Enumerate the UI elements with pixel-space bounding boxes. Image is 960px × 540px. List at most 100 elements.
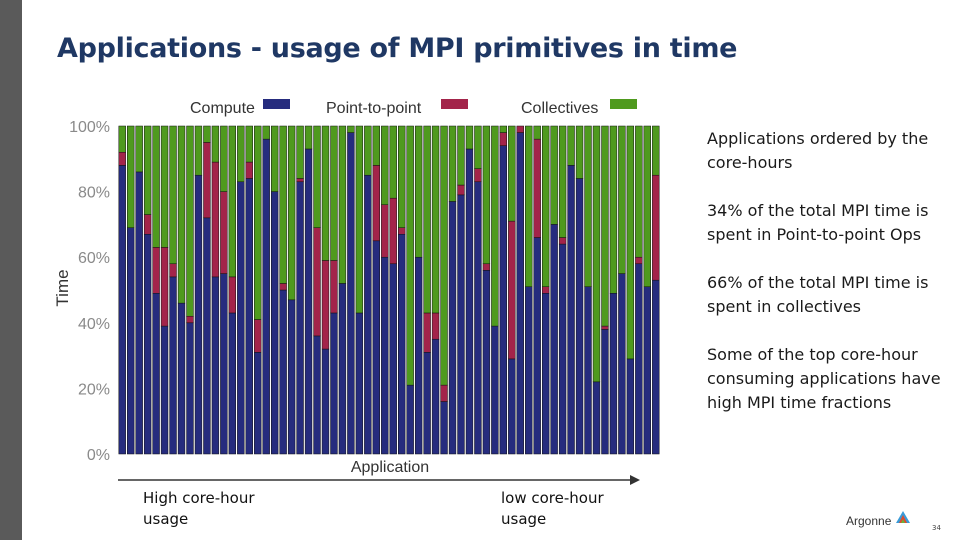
bar-segment-collectives <box>322 126 329 260</box>
y-axis: 0% 20% 40% 60% 80% 100% <box>69 119 110 464</box>
bar-segment-collectives <box>314 126 321 228</box>
bar-segment-compute <box>136 172 143 454</box>
bar-segment-collectives <box>525 126 532 287</box>
bar-segment-compute <box>220 274 227 454</box>
bar-segment-point-to-point <box>314 228 321 336</box>
bar-segment-compute <box>627 359 634 454</box>
bar-segment-compute <box>568 165 575 454</box>
bar-segment-compute <box>449 201 456 454</box>
bar-segment-collectives <box>195 126 202 175</box>
bar-segment-compute <box>127 228 134 454</box>
y-tick-label: 40% <box>78 316 110 333</box>
bar-segment-collectives <box>203 126 210 142</box>
bar-segment-compute <box>297 182 304 454</box>
argonne-triangle-logo-icon <box>896 511 910 523</box>
bar-segment-compute <box>153 293 160 454</box>
bar-segment-compute <box>229 313 236 454</box>
bar-segment-compute <box>635 264 642 454</box>
y-tick-label: 0% <box>87 447 110 464</box>
bar-segment-collectives <box>339 126 346 283</box>
bar-segment-compute <box>187 323 194 454</box>
bar-segment-compute <box>407 385 414 454</box>
bar-segment-point-to-point <box>331 260 338 312</box>
bar-segment-collectives <box>237 126 244 182</box>
bar-segment-compute <box>517 133 524 454</box>
bar-segment-compute <box>551 224 558 454</box>
bar-segment-collectives <box>373 126 380 165</box>
bar-segment-point-to-point <box>483 264 490 271</box>
bar-segment-compute <box>364 175 371 454</box>
bar-segment-point-to-point <box>398 228 405 235</box>
bar-segment-collectives <box>271 126 278 192</box>
bar-segment-collectives <box>534 126 541 139</box>
bar-segment-point-to-point <box>517 126 524 133</box>
bar-segment-collectives <box>305 126 312 149</box>
y-tick-label: 100% <box>69 119 110 136</box>
bar-segment-compute <box>271 192 278 454</box>
bar-segment-point-to-point <box>381 205 388 257</box>
bar-segment-compute <box>381 257 388 454</box>
bar-segment-collectives <box>297 126 304 178</box>
bar-segment-collectives <box>432 126 439 313</box>
bar-segment-collectives <box>407 126 414 385</box>
bar-segment-compute <box>491 326 498 454</box>
bar-segment-collectives <box>500 126 507 133</box>
bar-segment-compute <box>618 274 625 454</box>
bar-segment-compute <box>170 277 177 454</box>
bar-segment-point-to-point <box>153 247 160 293</box>
bar-segment-compute <box>390 264 397 454</box>
bar-segment-collectives <box>568 126 575 165</box>
bar-segment-collectives <box>602 126 609 326</box>
bar-segment-compute <box>305 149 312 454</box>
legend-swatch <box>610 99 637 109</box>
bar-segment-compute <box>119 165 126 454</box>
bar-segment-collectives <box>381 126 388 205</box>
bar-segment-point-to-point <box>212 162 219 277</box>
bar-segment-collectives <box>551 126 558 224</box>
bar-segment-collectives <box>593 126 600 382</box>
bar-segment-collectives <box>331 126 338 260</box>
bar-segment-collectives <box>508 126 515 221</box>
bar-segment-point-to-point <box>229 277 236 313</box>
bar-segment-collectives <box>254 126 261 320</box>
bar-segment-collectives <box>347 126 354 133</box>
bar-segment-collectives <box>627 126 634 359</box>
bar-segment-collectives <box>424 126 431 313</box>
bar-segment-point-to-point <box>187 316 194 323</box>
bar-segment-collectives <box>153 126 160 247</box>
slide-title: Applications - usage of MPI primitives i… <box>57 33 737 64</box>
bar-segment-collectives <box>458 126 465 185</box>
bar-segment-point-to-point <box>635 257 642 264</box>
bar-segment-point-to-point <box>322 260 329 349</box>
bar-segment-compute <box>339 283 346 454</box>
bar-segment-compute <box>458 195 465 454</box>
bar-segment-collectives <box>364 126 371 175</box>
bar-segment-collectives <box>483 126 490 264</box>
bar-segment-point-to-point <box>203 142 210 217</box>
bar-segment-compute <box>483 270 490 454</box>
bar-segment-collectives <box>144 126 151 215</box>
bar-segment-collectives <box>187 126 194 316</box>
bar-segment-collectives <box>136 126 143 172</box>
bar-segment-compute <box>474 182 481 454</box>
page-number: 34 <box>932 524 941 532</box>
bar-segment-collectives <box>610 126 617 293</box>
argonne-logo: Argonne <box>846 510 910 532</box>
bar-segment-collectives <box>119 126 126 152</box>
bar-segment-compute <box>534 238 541 454</box>
bar-segment-point-to-point <box>652 175 659 280</box>
legend-swatch <box>263 99 290 109</box>
bar-segment-collectives <box>178 126 185 303</box>
bar-segment-collectives <box>618 126 625 274</box>
bar-segment-compute <box>246 178 253 454</box>
bar-segment-collectives <box>263 126 270 139</box>
bar-segment-compute <box>525 287 532 454</box>
y-axis-label: Time <box>53 269 72 306</box>
bar-segment-compute <box>356 313 363 454</box>
bar-segment-compute <box>593 382 600 454</box>
left-edge-strip <box>0 0 22 540</box>
bar-segment-compute <box>466 149 473 454</box>
bar-segment-collectives <box>542 126 549 287</box>
bar-segment-collectives <box>220 126 227 192</box>
bar-segment-compute <box>195 175 202 454</box>
